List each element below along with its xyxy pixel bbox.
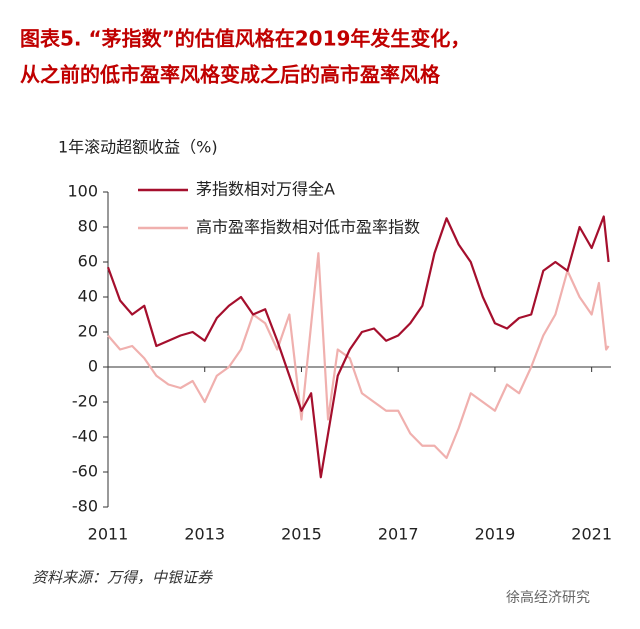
- y-tick-label: -60: [72, 462, 98, 481]
- y-tick-label: 20: [78, 322, 98, 341]
- y-tick-label: 40: [78, 287, 98, 306]
- y-tick-label: -80: [72, 497, 98, 516]
- x-tick-label: 2013: [184, 525, 225, 544]
- y-tick-label: 0: [88, 357, 98, 376]
- x-tick-label: 2017: [378, 525, 419, 544]
- chart-title: 从之前的低市盈率风格变成之后的高市盈率风格: [20, 63, 441, 87]
- y-tick-label: -40: [72, 427, 98, 446]
- watermark: 徐高经济研究: [506, 589, 590, 606]
- y-tick-label: 80: [78, 217, 98, 236]
- source-note: 资料来源：万得，中银证券: [32, 569, 213, 587]
- x-tick-label: 2019: [475, 525, 516, 544]
- series-line: [106, 215, 610, 479]
- y-axis-label: 1年滚动超额收益（%): [58, 138, 218, 157]
- y-tick-label: 60: [78, 252, 98, 271]
- legend-label: 茅指数相对万得全A: [196, 180, 335, 199]
- series-line: [107, 252, 610, 460]
- chart-title: 图表5. “茅指数”的估值风格在2019年发生变化，: [20, 27, 470, 51]
- y-tick-label: 100: [67, 182, 98, 201]
- x-tick-label: 2021: [571, 525, 612, 544]
- x-tick-label: 2015: [281, 525, 322, 544]
- y-tick-label: -20: [72, 392, 98, 411]
- legend-label: 高市盈率指数相对低市盈率指数: [196, 218, 420, 237]
- x-tick-label: 2011: [88, 525, 129, 544]
